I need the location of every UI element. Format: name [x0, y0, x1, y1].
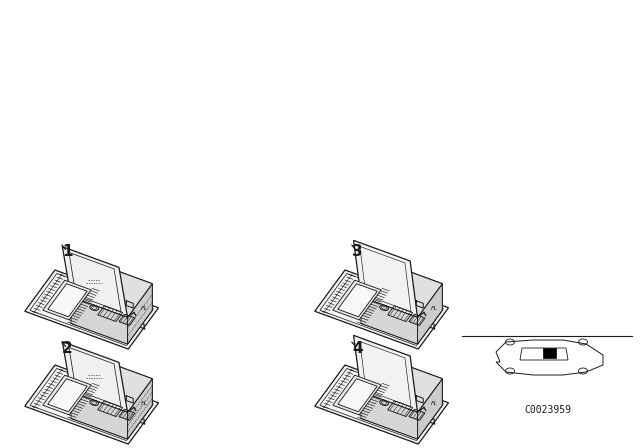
Polygon shape — [361, 392, 417, 439]
Polygon shape — [315, 365, 449, 444]
Polygon shape — [127, 284, 152, 344]
Polygon shape — [353, 336, 417, 413]
Polygon shape — [361, 297, 417, 344]
Text: 1: 1 — [62, 244, 72, 259]
Text: C0023959: C0023959 — [525, 405, 572, 415]
Polygon shape — [71, 358, 152, 413]
Polygon shape — [62, 247, 127, 318]
Polygon shape — [338, 284, 377, 317]
Polygon shape — [333, 375, 381, 415]
Polygon shape — [62, 342, 127, 413]
Polygon shape — [48, 284, 87, 317]
Polygon shape — [71, 297, 127, 344]
Polygon shape — [386, 263, 442, 310]
Polygon shape — [71, 263, 152, 318]
Polygon shape — [71, 289, 152, 344]
Polygon shape — [71, 392, 127, 439]
Polygon shape — [361, 385, 442, 439]
Text: 3: 3 — [352, 244, 363, 259]
Text: 2: 2 — [62, 341, 73, 356]
Polygon shape — [96, 263, 152, 310]
Polygon shape — [361, 289, 442, 344]
Polygon shape — [127, 379, 152, 439]
Polygon shape — [338, 379, 377, 412]
Polygon shape — [43, 375, 91, 415]
Polygon shape — [48, 379, 87, 412]
Text: 4: 4 — [352, 341, 363, 356]
Text: FL: FL — [431, 401, 438, 405]
Polygon shape — [71, 385, 152, 439]
Polygon shape — [543, 348, 556, 358]
Polygon shape — [315, 270, 449, 349]
Text: FL: FL — [431, 306, 438, 310]
Text: FL: FL — [141, 401, 148, 405]
Text: FL: FL — [141, 306, 148, 310]
Polygon shape — [25, 365, 159, 444]
Polygon shape — [43, 280, 91, 320]
Polygon shape — [25, 270, 159, 349]
Polygon shape — [417, 284, 442, 344]
Polygon shape — [353, 241, 417, 318]
Polygon shape — [96, 358, 152, 405]
Polygon shape — [333, 280, 381, 320]
Polygon shape — [417, 379, 442, 439]
Polygon shape — [386, 358, 442, 405]
Polygon shape — [361, 358, 442, 413]
Polygon shape — [361, 263, 442, 318]
